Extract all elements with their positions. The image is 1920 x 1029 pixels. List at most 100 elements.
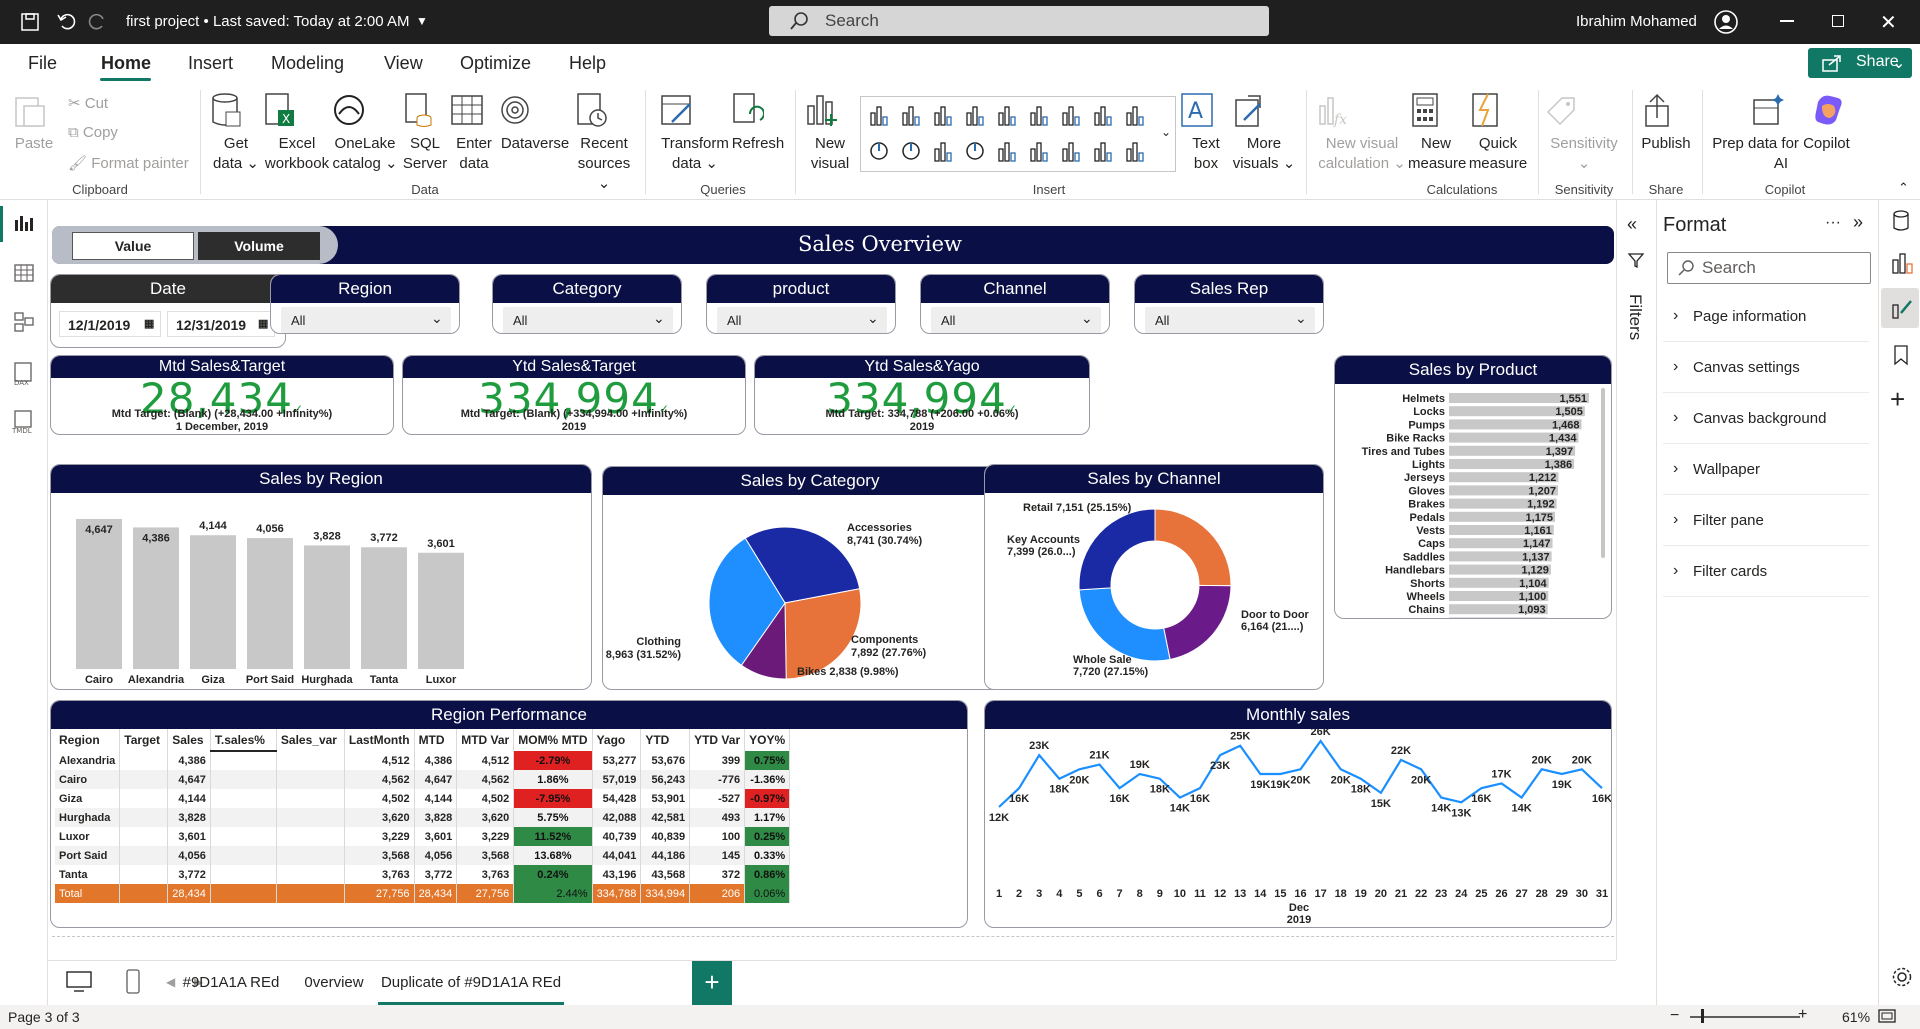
category-slice[interactable] <box>708 537 786 666</box>
table-view-icon[interactable] <box>14 264 34 282</box>
slicer-dropdown[interactable]: All ⌄ <box>1145 307 1315 333</box>
product-bar[interactable] <box>1449 511 1556 522</box>
region-bar[interactable] <box>133 527 179 669</box>
product-bar[interactable] <box>1449 577 1549 588</box>
product-bar[interactable] <box>1449 406 1585 417</box>
format-section[interactable]: › Canvas settings <box>1663 343 1869 393</box>
paste-button[interactable]: Paste <box>12 92 56 154</box>
page-tab[interactable]: Duplicate of #9D1A1A REd <box>378 961 564 1005</box>
page-tab[interactable]: #9D1A1A REd <box>174 961 288 1005</box>
product-bar[interactable] <box>1449 472 1559 483</box>
tmdl-view-icon[interactable]: TMDL <box>12 410 36 434</box>
date-start-input[interactable]: 12/1/2019 ▦ <box>59 311 161 337</box>
collapse-format-pane-icon[interactable]: » <box>1853 212 1864 232</box>
format-section[interactable]: › Canvas background <box>1663 394 1869 444</box>
avatar-icon[interactable] <box>1713 9 1739 35</box>
monthly-sales-line[interactable] <box>998 739 1603 808</box>
category-slice[interactable] <box>784 588 862 680</box>
column-header[interactable]: MOM% MTD <box>513 729 593 751</box>
publish-button[interactable]: Publish <box>1640 92 1692 154</box>
product-bar[interactable] <box>1449 525 1554 535</box>
menu-modeling[interactable]: Modeling <box>271 53 345 73</box>
more-options-icon[interactable]: ··· <box>1825 214 1841 231</box>
volume-toggle-button[interactable]: Volume <box>198 232 320 260</box>
product-bar[interactable] <box>1449 432 1579 443</box>
region-bar[interactable] <box>418 552 464 669</box>
desktop-layout-icon[interactable] <box>66 971 92 993</box>
channel-slice[interactable] <box>1078 587 1171 662</box>
prev-page-icon[interactable]: ◀ <box>166 975 176 989</box>
product-bar[interactable] <box>1449 564 1551 575</box>
visual-type-icon[interactable] <box>870 142 888 160</box>
close-icon[interactable]: ✕ <box>1880 12 1897 34</box>
product-bar[interactable] <box>1449 459 1575 469</box>
visual-type-icon[interactable] <box>998 142 1016 162</box>
data-pane-icon[interactable] <box>1891 210 1911 232</box>
column-header[interactable]: Target <box>119 729 169 751</box>
visual-type-icon[interactable] <box>1126 106 1144 126</box>
product-bar[interactable] <box>1449 551 1552 562</box>
slicer-dropdown[interactable]: All ⌄ <box>931 307 1101 333</box>
channel-slice[interactable] <box>1078 508 1156 591</box>
sql-server-button[interactable]: SQL Server <box>400 92 450 174</box>
title-search-box[interactable]: Search <box>769 6 1269 36</box>
format-painter-button[interactable]: 🖌 Format painter <box>68 154 189 172</box>
channel-slice[interactable] <box>1154 508 1232 587</box>
region-bar[interactable] <box>304 545 350 669</box>
menu-insert[interactable]: Insert <box>188 53 234 73</box>
zoom-slider-thumb[interactable] <box>1701 1009 1704 1023</box>
visual-type-icon[interactable] <box>966 142 984 160</box>
format-section[interactable]: › Wallpaper <box>1663 445 1869 495</box>
visual-type-icon[interactable] <box>1030 106 1048 126</box>
zoom-slider[interactable] <box>1690 1016 1800 1018</box>
visual-type-icon[interactable] <box>1062 142 1080 162</box>
region-bar[interactable] <box>76 519 122 669</box>
region-bar[interactable] <box>190 535 236 669</box>
column-header[interactable]: Sales <box>167 729 211 751</box>
cut-button[interactable]: ✂ Cut <box>68 94 108 112</box>
product-bar[interactable] <box>1449 498 1557 509</box>
zoom-out-button[interactable]: − <box>1670 1007 1680 1024</box>
get-data-button[interactable]: Get data ⌄ <box>208 92 264 174</box>
date-end-input[interactable]: 12/31/2019 ▦ <box>167 311 275 337</box>
more-visuals-button[interactable]: More visuals ⌄ <box>1232 92 1296 174</box>
channel-slice[interactable] <box>1163 584 1232 661</box>
slicer-dropdown[interactable]: All ⌄ <box>503 307 673 333</box>
column-header[interactable]: Sales_var <box>276 729 345 751</box>
menu-optimize[interactable]: Optimize <box>460 53 532 73</box>
refresh-button[interactable]: Refresh <box>730 92 786 154</box>
quick-measure-button[interactable]: Quick measure <box>1468 92 1528 174</box>
dax-query-view-icon[interactable]: DAX <box>12 362 36 386</box>
prep-data-copilot-button[interactable]: Prep data for Copilot AI <box>1710 92 1852 174</box>
new-visual-button[interactable]: New visual <box>804 92 856 174</box>
product-bar[interactable] <box>1449 485 1558 496</box>
build-visual-icon[interactable] <box>1891 252 1913 274</box>
calendar-icon[interactable]: ▦ <box>258 318 269 330</box>
visual-type-icon[interactable] <box>902 142 920 160</box>
add-pane-icon[interactable]: + <box>1890 384 1906 414</box>
product-bar[interactable] <box>1449 617 1547 619</box>
region-bar[interactable] <box>361 547 407 669</box>
collapse-filters-icon[interactable]: « <box>1627 214 1638 234</box>
calendar-icon[interactable]: ▦ <box>144 318 155 330</box>
product-bar[interactable] <box>1449 604 1548 615</box>
share-button[interactable]: Share ⌄ <box>1808 48 1912 78</box>
filters-rail[interactable]: « Filters <box>1616 200 1656 960</box>
region-bar[interactable] <box>247 538 293 669</box>
menu-home[interactable]: Home <box>101 53 152 73</box>
format-pane-toggle[interactable] <box>1881 288 1919 328</box>
document-title[interactable]: first project • Last saved: Today at 2:0… <box>126 13 410 30</box>
collapse-ribbon-icon[interactable]: ⌃ <box>1898 180 1909 195</box>
column-header[interactable]: MTD Var <box>456 729 515 751</box>
model-view-icon[interactable] <box>14 312 34 332</box>
maximize-icon[interactable] <box>1832 15 1844 27</box>
column-header[interactable]: T.sales% <box>210 729 277 752</box>
column-header[interactable]: YTD <box>640 729 691 751</box>
visual-type-icon[interactable] <box>1094 106 1112 126</box>
slicer-dropdown[interactable]: All ⌄ <box>281 307 451 333</box>
visual-type-icon[interactable] <box>870 106 888 126</box>
undo-icon[interactable] <box>56 11 76 31</box>
minimize-icon[interactable] <box>1780 20 1794 22</box>
next-page-icon[interactable]: ▶ <box>194 975 204 989</box>
visual-type-icon[interactable] <box>1062 106 1080 126</box>
